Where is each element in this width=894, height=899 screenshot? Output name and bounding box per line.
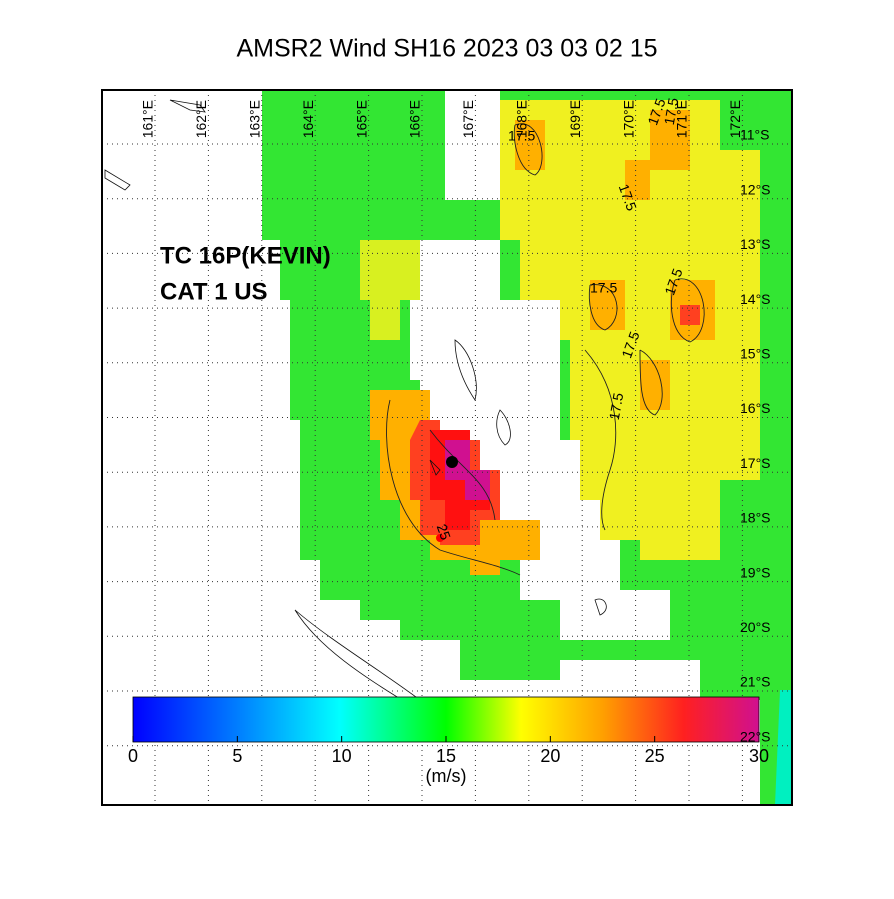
lat-label: 20°S [740, 619, 771, 635]
lon-label: 172°E [727, 100, 743, 138]
colorbar-tick-label: 15 [436, 746, 456, 766]
lon-label: 161°E [140, 100, 156, 138]
contour-label: 17.5 [661, 96, 682, 126]
forecast-point [436, 534, 444, 542]
lon-label: 170°E [620, 100, 636, 138]
lon-label: 162°E [193, 100, 209, 138]
contour-label: 17.5 [606, 391, 627, 421]
title: AMSR2 Wind SH16 2023 03 03 02 15 [236, 35, 657, 63]
lat-label: 18°S [740, 510, 771, 526]
lat-label: 15°S [740, 346, 771, 362]
map-frame [101, 89, 793, 806]
lat-label: 21°S [740, 674, 771, 690]
colorbar-tick-label: 25 [645, 746, 665, 766]
lon-label: 168°E [514, 100, 530, 138]
storm-category: CAT 1 US [160, 278, 268, 305]
storm-name: TC 16P(KEVIN) [160, 242, 331, 269]
contour-label: 17.5 [508, 128, 535, 144]
contour-label: 17.5 [590, 280, 617, 296]
lat-label: 17°S [740, 455, 771, 471]
colorbar [132, 696, 760, 743]
lon-label: 171°E [674, 100, 690, 138]
colorbar-tick-label: 20 [540, 746, 560, 766]
lon-label: 163°E [247, 100, 263, 138]
lon-label: 167°E [460, 100, 476, 138]
lat-label: 16°S [740, 400, 771, 416]
colorbar-unit: (m/s) [426, 766, 467, 786]
lat-label: 13°S [740, 236, 771, 252]
colorbar-tick-label: 0 [128, 746, 138, 766]
contour-label: 25 [434, 522, 454, 542]
lon-label: 165°E [353, 100, 369, 138]
lon-label: 169°E [567, 100, 583, 138]
lat-label: 14°S [740, 291, 771, 307]
colorbar-tick-label: 30 [749, 746, 769, 766]
lat-label: 12°S [740, 181, 771, 197]
storm-center [446, 456, 458, 468]
colorbar-tick-label: 10 [332, 746, 352, 766]
graticule [102, 90, 792, 805]
lon-label: 166°E [407, 100, 423, 138]
lat-label: 19°S [740, 564, 771, 580]
colorbar-tick-label: 5 [232, 746, 242, 766]
lon-label: 164°E [300, 100, 316, 138]
lat-label: 22°S [740, 728, 771, 744]
lat-label: 11°S [740, 127, 769, 143]
